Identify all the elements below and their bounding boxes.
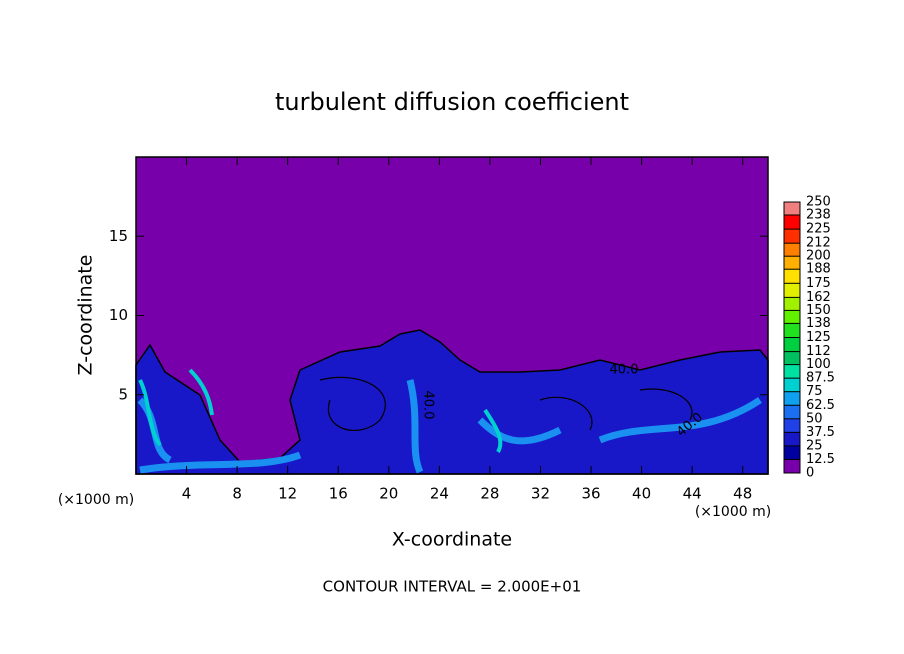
annotation: CONTOUR INTERVAL = 2.000E+01: [323, 578, 582, 596]
colorbar-band: [784, 364, 800, 379]
contour-label: 40.0: [610, 363, 639, 378]
colorbar-label: 238: [806, 208, 831, 223]
x-tick-label: 28: [480, 485, 499, 503]
y-axis-label: Z-coordinate: [75, 255, 97, 376]
colorbar-band: [784, 418, 800, 433]
colorbar-band: [784, 337, 800, 352]
contour-label: 40.0: [421, 391, 436, 420]
colorbar-label: 0: [806, 466, 814, 481]
y-unit-label: (×1000 m): [58, 492, 134, 508]
colorbar-label: 138: [806, 316, 831, 331]
colorbar-label: 87.5: [806, 371, 835, 386]
colorbar-band: [784, 391, 800, 406]
colorbar-band: [784, 202, 800, 216]
colorbar-label: 225: [806, 222, 831, 237]
colorbar-band: [784, 256, 800, 270]
field-streak: [138, 368, 503, 454]
colorbar-label: 50: [806, 411, 823, 426]
colorbar-band: [784, 283, 800, 298]
colorbar-band: [784, 445, 800, 460]
colorbar-label: 162: [806, 290, 831, 305]
x-tick-label: 48: [733, 485, 752, 503]
colorbar-label: 100: [806, 357, 831, 372]
chart-title: turbulent diffusion coefficient: [275, 88, 629, 116]
colorbar-label: 125: [806, 330, 831, 345]
colorbar-band: [784, 229, 800, 244]
colorbar-band: [784, 405, 800, 419]
colorbar-label: 175: [806, 276, 831, 291]
x-unit-label: (×1000 m): [695, 504, 771, 520]
x-tick-label: 24: [430, 485, 449, 503]
colorbar-label: 188: [806, 262, 831, 277]
colorbar-label: 75: [806, 384, 823, 399]
x-tick-label: 36: [581, 485, 600, 503]
colorbar-band: [784, 378, 800, 392]
colorbar-label: 212: [806, 236, 831, 251]
y-tick-label: 15: [109, 227, 128, 245]
x-tick-label: 16: [329, 485, 348, 503]
colorbar-label: 37.5: [806, 425, 835, 440]
colorbar-band: [784, 297, 800, 311]
y-tick-label: 10: [109, 306, 128, 324]
colorbar-label: 62.5: [806, 398, 835, 413]
x-tick-label: 20: [379, 485, 398, 503]
x-tick-label: 44: [683, 485, 702, 503]
x-tick-label: 12: [278, 485, 297, 503]
colorbar-label: 25: [806, 438, 823, 453]
colorbar-label: 112: [806, 344, 831, 359]
x-axis-label: X-coordinate: [392, 529, 512, 551]
x-tick-label: 32: [531, 485, 550, 503]
colorbar-band: [784, 351, 800, 365]
x-tick-label: 4: [182, 485, 192, 503]
colorbar-band: [784, 310, 800, 324]
colorbar-label: 250: [806, 195, 831, 210]
contour-line: [319, 376, 693, 431]
x-tick-label: 8: [232, 485, 242, 503]
field-streak: [137, 379, 762, 474]
colorbar-band: [784, 459, 800, 473]
x-tick-label: 40: [632, 485, 651, 503]
colorbar-label: 12.5: [806, 452, 835, 467]
colorbar-band: [784, 269, 800, 284]
y-tick-label: 5: [118, 385, 128, 403]
colorbar-band: [784, 323, 800, 338]
colorbar-band: [784, 243, 800, 257]
colorbar-label: 200: [806, 249, 831, 264]
colorbar-band: [784, 215, 800, 230]
colorbar-label: 150: [806, 303, 831, 318]
colorbar-band: [784, 432, 800, 446]
field: [135, 157, 769, 475]
